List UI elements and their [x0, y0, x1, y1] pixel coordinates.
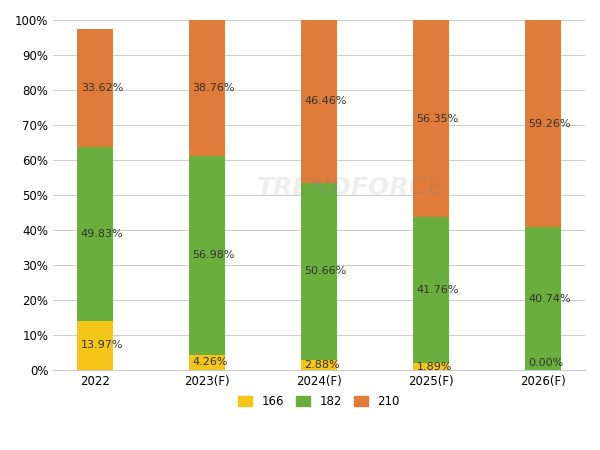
- Text: 56.35%: 56.35%: [416, 113, 459, 124]
- Text: 0.00%: 0.00%: [529, 358, 563, 368]
- Bar: [413, 20, 449, 217]
- Bar: [525, 20, 561, 227]
- Text: 33.62%: 33.62%: [81, 83, 123, 93]
- Text: 49.83%: 49.83%: [81, 229, 124, 239]
- Bar: [525, 227, 561, 370]
- Text: 40.74%: 40.74%: [529, 293, 571, 304]
- Text: 13.97%: 13.97%: [81, 341, 123, 351]
- Text: 46.46%: 46.46%: [305, 96, 347, 106]
- Text: 41.76%: 41.76%: [416, 285, 459, 295]
- Text: 2.88%: 2.88%: [305, 360, 340, 370]
- Bar: [301, 20, 337, 183]
- Legend: 166, 182, 210: 166, 182, 210: [233, 391, 404, 413]
- Text: 4.26%: 4.26%: [193, 357, 228, 368]
- Text: 1.89%: 1.89%: [416, 362, 452, 372]
- Bar: [77, 29, 113, 147]
- Bar: [301, 360, 337, 370]
- Bar: [77, 321, 113, 370]
- Bar: [301, 183, 337, 360]
- Bar: [77, 147, 113, 321]
- Bar: [413, 217, 449, 363]
- Bar: [190, 156, 225, 355]
- Text: 59.26%: 59.26%: [529, 119, 571, 129]
- Bar: [190, 355, 225, 370]
- Bar: [413, 363, 449, 370]
- Text: 50.66%: 50.66%: [305, 266, 347, 276]
- Bar: [190, 20, 225, 156]
- Text: 38.76%: 38.76%: [193, 83, 235, 93]
- Text: TRENDFORCE: TRENDFORCE: [257, 176, 445, 200]
- Text: 56.98%: 56.98%: [193, 250, 235, 260]
